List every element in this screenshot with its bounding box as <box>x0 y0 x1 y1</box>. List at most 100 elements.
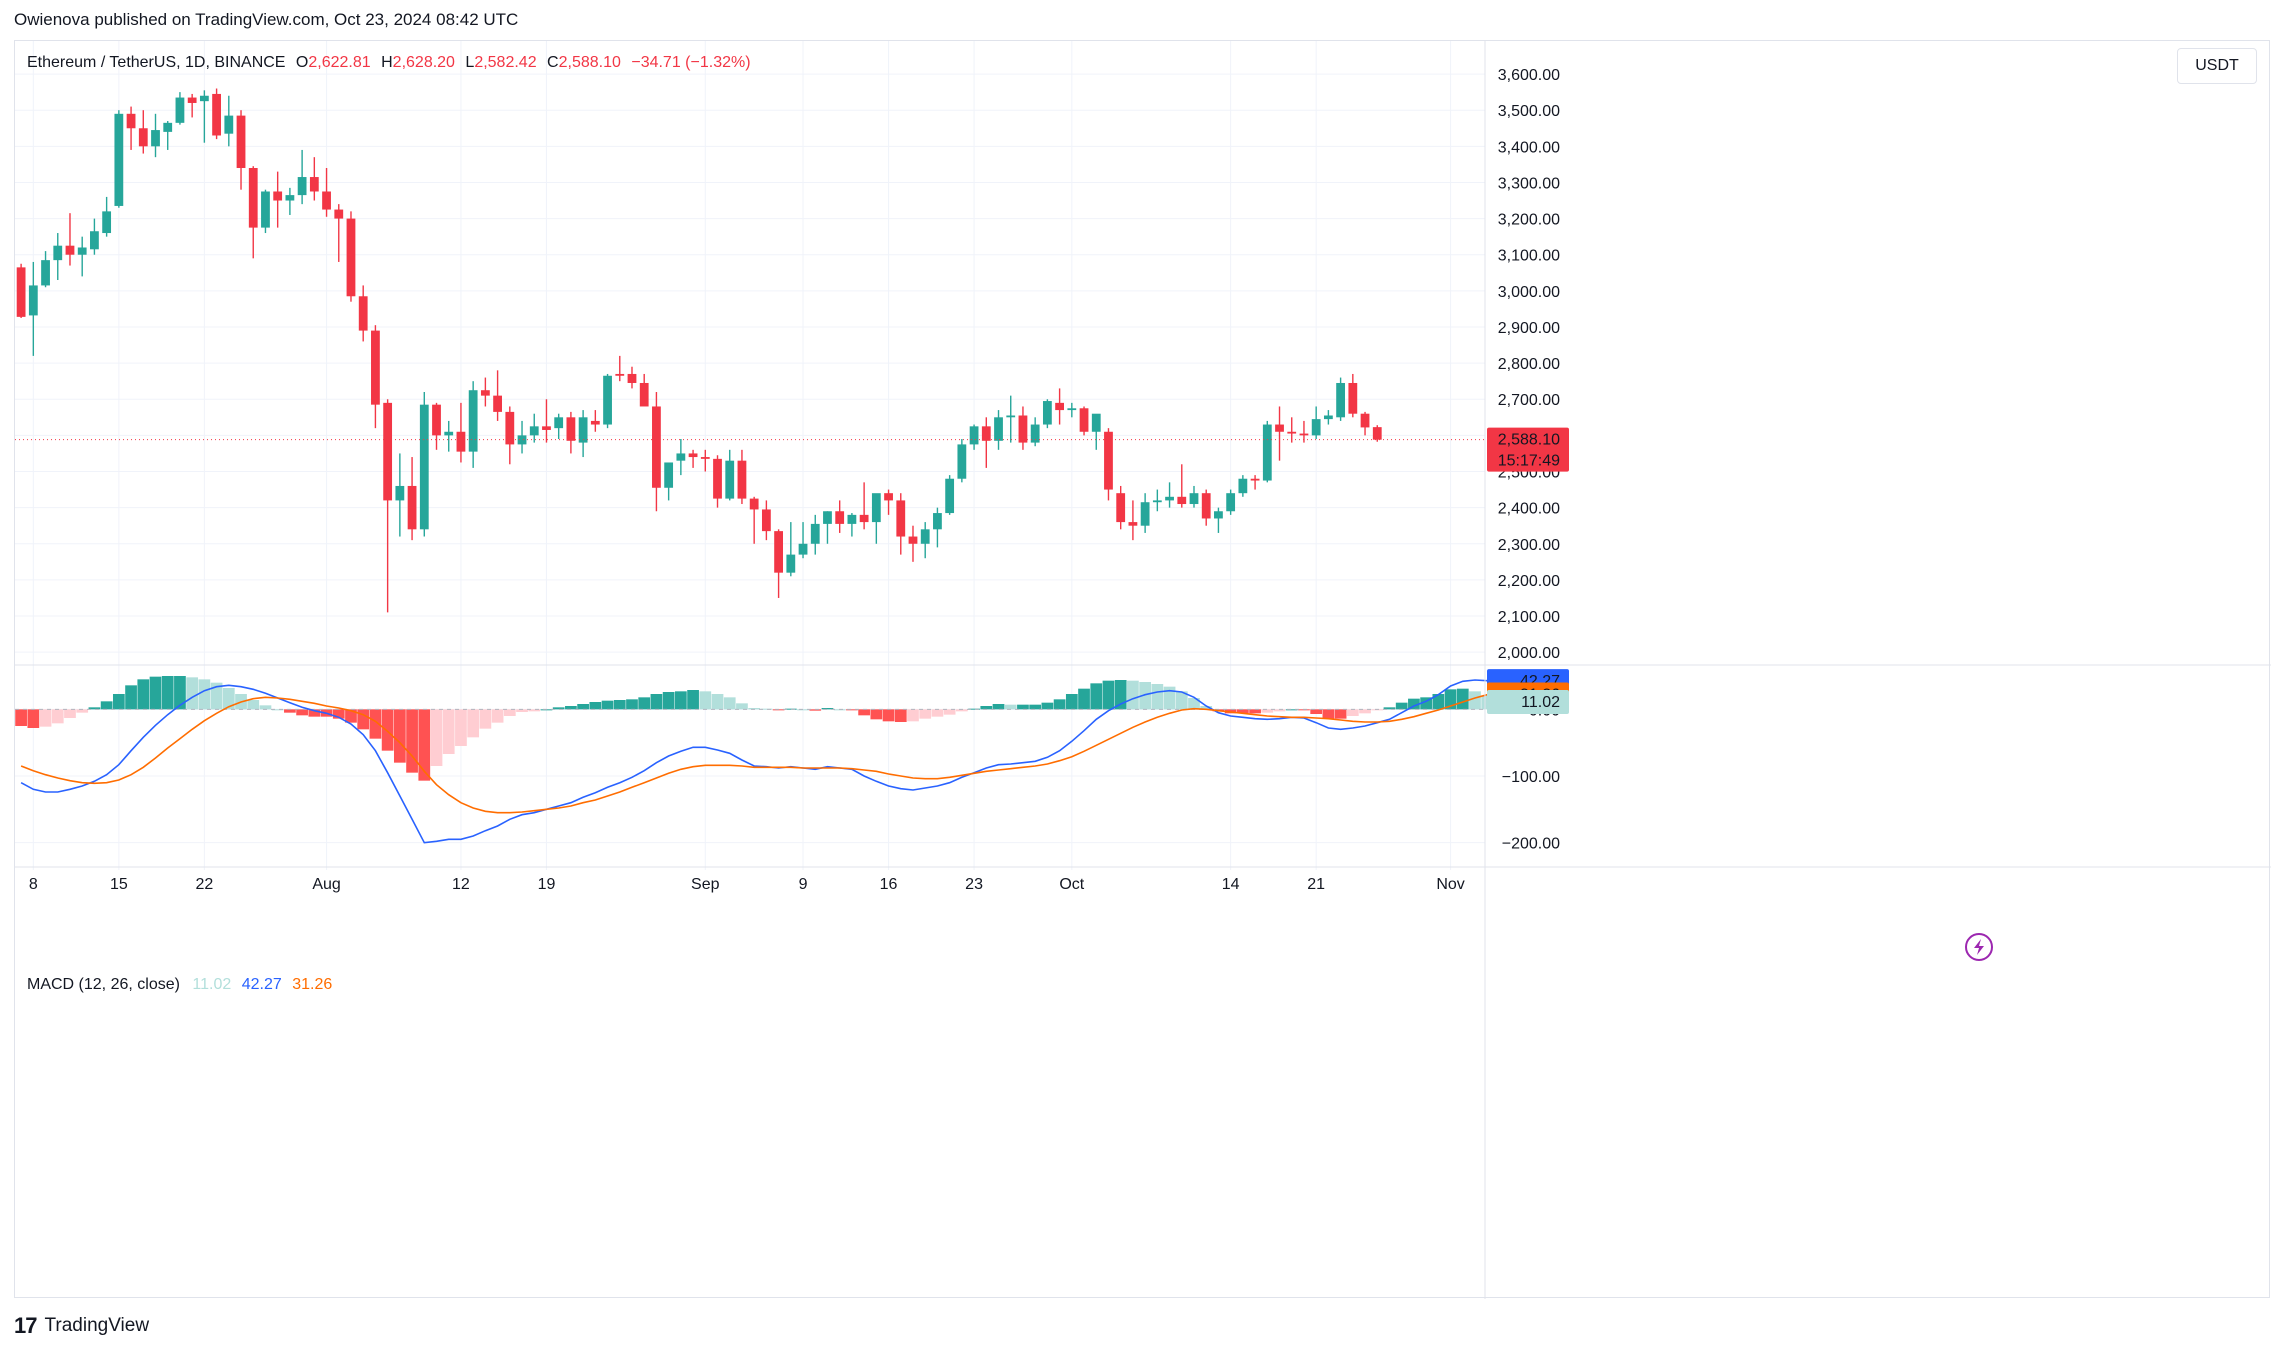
macd-histogram-bar <box>247 700 260 710</box>
macd-histogram-bar <box>858 709 870 716</box>
candle-body <box>16 267 26 317</box>
candle-body <box>1104 431 1113 490</box>
footer-brand[interactable]: 17 TradingView <box>14 1313 149 1339</box>
macd-histogram-bar <box>674 691 687 710</box>
macd-histogram-bar <box>296 709 308 716</box>
candle-body <box>615 373 625 376</box>
macd-histogram-bar <box>161 676 174 710</box>
candle-body <box>505 411 515 445</box>
candle-body <box>1128 522 1138 526</box>
macd-histogram-bar <box>1310 709 1323 714</box>
macd-histogram-bar <box>1383 707 1396 710</box>
macd-histogram-bar <box>210 682 223 710</box>
tradingview-logo-icon: 17 <box>14 1313 38 1338</box>
price-tick-label: 2,900.00 <box>1498 320 1560 337</box>
macd-histogram-bar <box>1200 706 1213 710</box>
macd-histogram-bar <box>565 706 577 710</box>
legend: Ethereum / TetherUS, 1D, BINANCE O2,622.… <box>27 54 751 993</box>
macd-histogram-bar <box>1237 709 1249 714</box>
macd-histogram-bar <box>1261 709 1274 713</box>
candle-body <box>1275 424 1284 432</box>
macd-histogram-bar <box>650 694 663 710</box>
candle-body <box>786 554 796 573</box>
price-tick-label: 3,200.00 <box>1498 212 1560 229</box>
candle-body <box>1201 493 1211 519</box>
candle-body <box>700 457 710 459</box>
candle-body <box>151 130 160 147</box>
candle-body <box>199 95 209 102</box>
macd-histogram-bar <box>39 709 52 727</box>
macd-histogram-bar <box>955 709 968 712</box>
candle-body <box>1006 415 1016 418</box>
macd-histogram-bar <box>1456 688 1469 710</box>
legend-low-label: L <box>465 54 474 71</box>
candle-body <box>175 97 185 123</box>
macd-histogram-bar <box>503 709 516 716</box>
current-price-label-bg <box>1487 427 1569 472</box>
macd-histogram-bar <box>418 709 431 781</box>
macd-histogram-bar <box>357 709 370 730</box>
price-tick-label: 3,000.00 <box>1498 284 1560 301</box>
legend-open-label: O <box>296 54 308 71</box>
time-tick-label: Aug <box>312 876 340 893</box>
chart-canvas[interactable]: 2,000.00 2,100.00 2,200.00 2,300.00 2,400.00… <box>15 41 2271 1299</box>
candle-body <box>419 404 429 530</box>
candle-body <box>236 115 246 169</box>
macd-histogram-bar <box>577 704 589 710</box>
candle-body <box>1214 511 1223 519</box>
candle-body <box>65 245 75 255</box>
time-tick-label: 9 <box>799 876 808 893</box>
macd-histogram-bar <box>1408 698 1420 710</box>
legend-high-value: 2,628.20 <box>393 54 455 71</box>
macd-histogram-bar <box>137 679 150 710</box>
candle-body <box>322 191 331 210</box>
candle-body <box>297 177 307 196</box>
macd-histogram-bar <box>797 709 809 711</box>
macd-histogram-bar <box>64 709 76 718</box>
macd-legend-signal: 31.26 <box>292 976 332 993</box>
legend-close-label: C <box>547 54 559 71</box>
candle-body <box>126 113 136 129</box>
legend-low-value: 2,582.42 <box>474 54 536 71</box>
candle-body <box>969 426 979 445</box>
macd-legend[interactable]: MACD (12, 26, close) 11.02 42.27 31.26 <box>27 976 332 993</box>
candle-body <box>847 514 857 524</box>
time-tick-label: 21 <box>1307 876 1325 893</box>
candle-body <box>1250 478 1260 481</box>
candle-body <box>957 444 967 479</box>
candle-body <box>102 211 112 234</box>
price-tick-label: 2,400.00 <box>1498 501 1560 518</box>
macd-histogram-bar <box>601 700 614 710</box>
macd-histogram-bar <box>1432 694 1445 710</box>
macd-histogram-bar <box>894 709 907 722</box>
candle-body <box>138 128 148 147</box>
candle-body <box>945 478 955 514</box>
candle-body <box>358 296 368 331</box>
macd-tick-label: −100.00 <box>1502 769 1560 786</box>
legend-close-value: 2,588.10 <box>559 54 621 71</box>
macd-histogram-bar <box>711 694 724 710</box>
chart-frame[interactable]: 2,000.00 2,100.00 2,200.00 2,300.00 2,400.00… <box>14 40 2271 1299</box>
price-tick-label: 3,300.00 <box>1498 175 1560 192</box>
macd-histogram-bar <box>809 709 822 711</box>
macd-histogram-bar <box>198 679 211 710</box>
legend-symbol-name: Ethereum / TetherUS, 1D, BINANCE <box>27 54 285 71</box>
macd-histogram-bar <box>406 709 418 773</box>
lightning-icon[interactable] <box>1965 933 1993 961</box>
countdown-label: 15:17:49 <box>1498 453 1560 470</box>
macd-histogram-bar <box>748 708 761 710</box>
macd-histogram-bar <box>528 709 541 712</box>
currency-button[interactable]: USDT <box>2177 48 2257 84</box>
legend-symbol[interactable]: Ethereum / TetherUS, 1D, BINANCE O2,622.… <box>27 54 751 71</box>
candle-body <box>187 97 197 103</box>
candle-body <box>114 113 124 206</box>
candle-body <box>1177 496 1187 505</box>
candle-body <box>432 404 441 436</box>
macd-histogram-bar <box>992 704 1005 710</box>
candle-body <box>774 531 783 573</box>
candle-body <box>1018 415 1028 443</box>
value-labels: 2,588.10 15:17:49 42.27 31.26 11.02 <box>1487 427 1569 714</box>
candle-body <box>1067 408 1077 411</box>
candle-body <box>1140 502 1150 526</box>
candle-body <box>933 513 942 530</box>
